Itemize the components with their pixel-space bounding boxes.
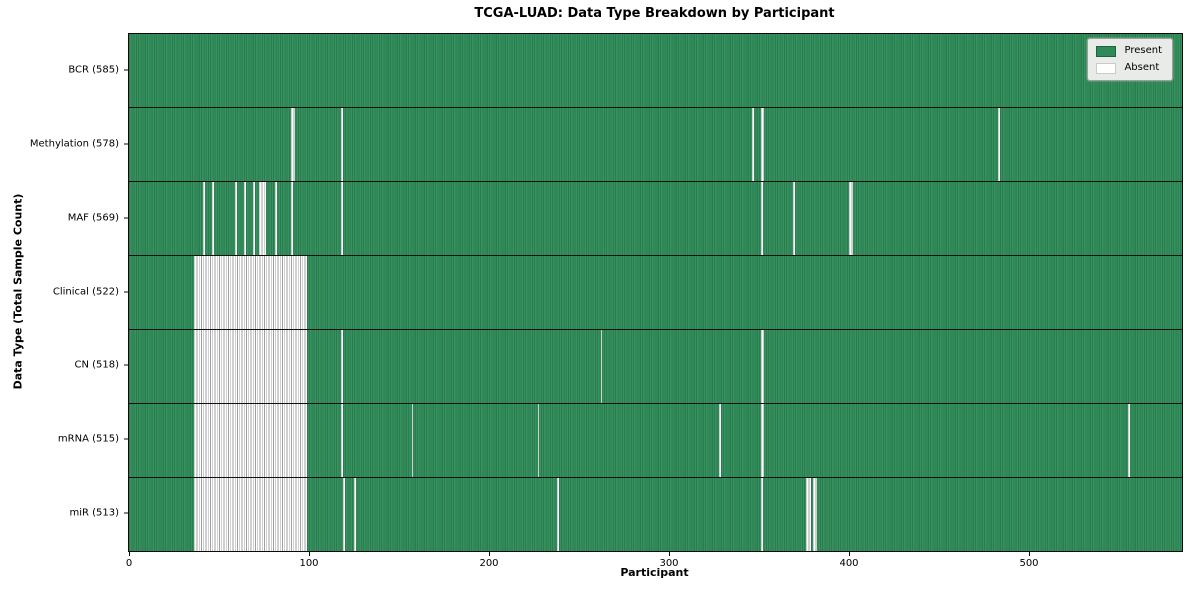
- absent-segment: [274, 182, 277, 255]
- heatmap-row-MAF: [129, 182, 1182, 256]
- heatmap-row-miR: [129, 478, 1182, 551]
- heatmap-row-CN: [129, 330, 1182, 404]
- absent-segment: [193, 404, 308, 477]
- x-tick-mark: [489, 552, 490, 556]
- absent-segment: [258, 182, 266, 255]
- x-tick-label: 0: [125, 558, 133, 569]
- legend-label: Absent: [1124, 62, 1160, 73]
- x-tick-mark: [849, 552, 850, 556]
- x-tick-label: 500: [1019, 558, 1039, 569]
- absent-segment: [193, 478, 308, 551]
- absent-segment: [354, 478, 356, 551]
- absent-segment: [193, 330, 308, 403]
- x-tick-label: 100: [299, 558, 319, 569]
- absent-segment: [253, 182, 255, 255]
- y-tick-label: miR (513): [69, 507, 119, 519]
- x-tick-mark: [129, 552, 130, 556]
- absent-segment: [291, 182, 293, 255]
- absent-segment: [202, 182, 205, 255]
- x-tick-mark: [669, 552, 670, 556]
- absent-segment: [600, 330, 603, 403]
- absent-segment: [341, 404, 344, 477]
- absent-segment: [1128, 404, 1130, 477]
- y-tick-label: BCR (585): [68, 64, 119, 76]
- absent-segment: [760, 330, 765, 403]
- legend-label: Present: [1124, 45, 1162, 56]
- y-tick-mark: [124, 512, 128, 514]
- y-tick-mark: [124, 69, 128, 71]
- absent-segment: [760, 182, 763, 255]
- absent-segment: [998, 108, 1001, 181]
- y-tick-mark: [124, 143, 128, 145]
- y-tick-label: MAF (569): [67, 212, 119, 224]
- heatmap-row-mRNA: [129, 404, 1182, 478]
- absent-segment: [760, 478, 763, 551]
- plot-area: [128, 33, 1183, 552]
- absent-segment: [341, 108, 344, 181]
- absent-segment: [193, 256, 308, 329]
- absent-segment: [557, 478, 560, 551]
- legend-item-absent: Absent: [1096, 62, 1162, 74]
- absent-segment: [793, 182, 795, 255]
- x-tick-mark: [1029, 552, 1030, 556]
- absent-segment: [760, 404, 765, 477]
- y-tick-mark: [124, 291, 128, 292]
- absent-segment: [537, 404, 540, 477]
- absent-segment: [211, 182, 214, 255]
- absent-segment: [244, 182, 246, 255]
- absent-segment: [805, 478, 812, 551]
- absent-segment: [760, 108, 765, 181]
- absent-segment: [341, 182, 344, 255]
- y-tick-label: CN (518): [74, 359, 119, 371]
- y-tick-mark: [124, 438, 128, 440]
- y-tick-mark: [124, 364, 128, 366]
- heatmap-row-Methylation: [129, 108, 1182, 182]
- absent-swatch-icon: [1096, 62, 1117, 74]
- absent-segment: [813, 478, 817, 551]
- heatmap-row-Clinical: [129, 256, 1182, 330]
- present-swatch-icon: [1096, 45, 1117, 57]
- x-axis-label: Participant: [620, 566, 689, 579]
- absent-segment: [719, 404, 722, 477]
- x-tick-label: 400: [839, 558, 859, 569]
- x-tick-label: 300: [659, 558, 679, 569]
- y-tick-label: Clinical (522): [52, 286, 119, 297]
- absent-segment: [751, 108, 754, 181]
- absent-segment: [849, 182, 853, 255]
- heatmap-row-BCR: [129, 34, 1182, 108]
- chart-title: TCGA-LUAD: Data Type Breakdown by Partic…: [474, 6, 835, 21]
- absent-segment: [291, 108, 295, 181]
- y-axis-label: Data Type (Total Sample Count): [11, 193, 25, 390]
- y-tick-label: mRNA (515): [57, 433, 119, 445]
- absent-segment: [341, 330, 344, 403]
- y-tick-label: Methylation (578): [29, 138, 119, 150]
- x-tick-label: 200: [479, 558, 499, 569]
- absent-segment: [235, 182, 237, 255]
- y-tick-mark: [124, 217, 128, 219]
- legend: Present Absent: [1087, 38, 1173, 81]
- absent-segment: [411, 404, 414, 477]
- x-tick-mark: [309, 552, 310, 556]
- legend-item-present: Present: [1096, 45, 1162, 57]
- absent-segment: [343, 478, 345, 551]
